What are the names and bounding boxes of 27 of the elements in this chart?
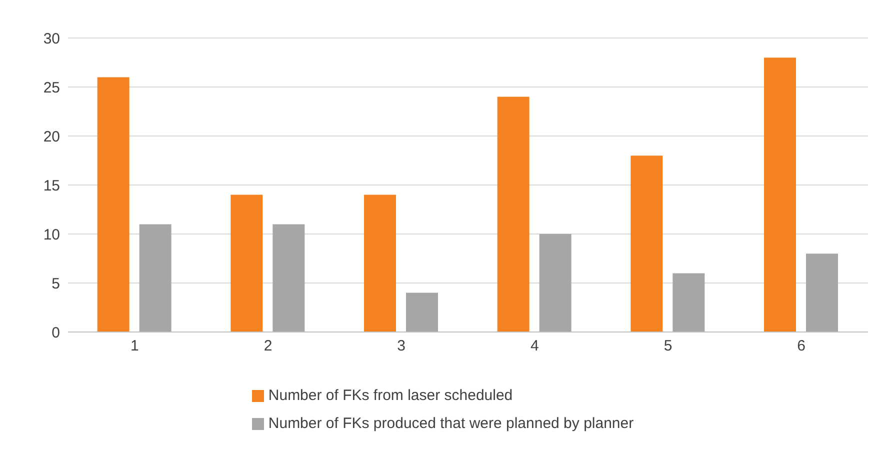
y-tick-label: 0 (52, 324, 60, 342)
x-tick-label: 5 (664, 338, 672, 355)
y-tick-label: 20 (43, 128, 60, 146)
bar (272, 224, 305, 332)
bar (672, 273, 705, 332)
bar (406, 292, 438, 332)
bar (539, 234, 572, 332)
y-tick-label: 5 (52, 275, 60, 292)
x-tick-label: 4 (530, 338, 539, 355)
bar (497, 96, 530, 332)
y-tick-label: 10 (43, 226, 60, 244)
bar (630, 156, 663, 332)
legend-label: Number of FKs from laser scheduled (268, 387, 513, 404)
x-tick-label: 3 (397, 338, 406, 355)
y-tick-label: 30 (43, 30, 60, 48)
bar (139, 224, 172, 332)
x-tick-label: 2 (264, 338, 272, 355)
y-tick-label: 25 (43, 79, 60, 96)
bar (97, 77, 130, 332)
legend-label: Number of FKs produced that were planned by planner (268, 415, 634, 432)
x-tick-label: 6 (797, 338, 806, 355)
bar (230, 194, 263, 332)
x-tick-label: 1 (130, 338, 139, 355)
bar (764, 58, 796, 332)
bar (806, 254, 838, 332)
y-tick-label: 15 (43, 177, 60, 194)
bar (364, 194, 396, 332)
